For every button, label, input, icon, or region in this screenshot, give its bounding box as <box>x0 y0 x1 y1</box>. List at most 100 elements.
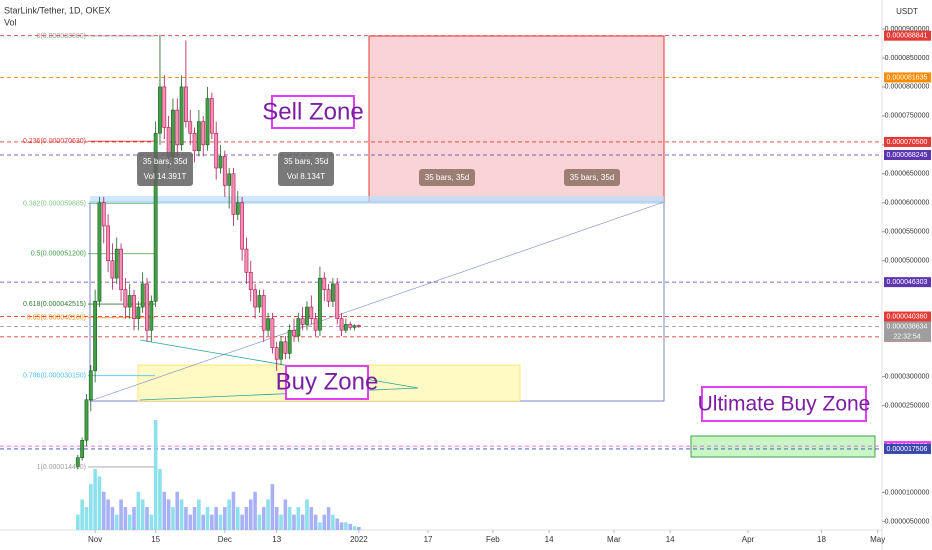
candle-body <box>97 202 102 302</box>
candle-body <box>305 306 309 325</box>
ultimate-buy-zone-box <box>690 435 876 458</box>
candle-body <box>313 318 318 331</box>
price-tag <box>884 277 931 288</box>
candle-body <box>119 248 123 290</box>
fib-label: 0.5(0.000051200) <box>31 251 86 258</box>
price-tag-label: 0.000040360 <box>887 313 928 320</box>
volume-bar <box>244 507 249 530</box>
price-tag-label: 0.000088841 <box>887 33 928 40</box>
measure-label: 35 bars, 35d <box>143 157 187 166</box>
volume-bar <box>322 514 327 530</box>
candle-body <box>309 306 314 319</box>
candle-body <box>140 283 145 308</box>
price-tag-label: 0.000038634 <box>887 323 928 330</box>
volume-bar <box>326 507 331 530</box>
fib-label: 0.786(0.000030150) <box>23 373 86 380</box>
candle-body <box>84 399 89 441</box>
volume-bar <box>205 507 210 530</box>
volume-bar <box>339 522 344 530</box>
trend-line <box>89 201 665 402</box>
measure-label: 35 bars, 35d <box>284 157 328 166</box>
candle-body <box>114 248 119 279</box>
candle-body <box>196 121 201 151</box>
candle-body <box>179 86 184 146</box>
y-unit: USDT <box>896 7 918 16</box>
candle-body <box>106 225 110 262</box>
candle-body <box>222 156 227 186</box>
candle-body <box>153 132 158 302</box>
candle-body <box>101 202 106 227</box>
candle-body <box>162 86 167 128</box>
y-tick-label: 0.0000800000 <box>885 84 930 91</box>
price-tag <box>884 72 931 83</box>
volume-bar <box>106 499 110 530</box>
candle-body <box>214 132 219 169</box>
x-tick-label: 18 <box>817 535 826 544</box>
volume-bar <box>214 507 218 530</box>
volume-bar <box>171 507 175 530</box>
volume-bar <box>197 499 201 530</box>
candle-body <box>279 341 283 360</box>
y-tick-label: 0.0000600000 <box>885 200 930 207</box>
candle-body <box>339 318 344 331</box>
candle-body <box>343 324 348 331</box>
volume-bar <box>145 507 149 530</box>
candle-body <box>80 440 85 458</box>
x-tick-label: 13 <box>272 535 281 544</box>
volume-bar <box>300 514 305 530</box>
volume-bar <box>101 491 106 530</box>
price-tag-label: 0.000068245 <box>887 152 928 159</box>
volume-bar <box>248 499 253 530</box>
candle-body <box>158 86 162 134</box>
volume-bar <box>166 499 171 530</box>
volume-bar <box>352 526 357 530</box>
buy-zone-label: Buy Zone <box>276 368 379 395</box>
candle-body <box>292 329 296 337</box>
candle-body <box>257 295 262 308</box>
resistance-band <box>90 196 664 204</box>
measure-box <box>278 152 334 186</box>
fib-label: 0.236(0.000070630) <box>23 138 86 145</box>
x-tick-label: May <box>870 535 885 544</box>
volume-bar <box>348 523 353 530</box>
candle-body <box>235 202 240 215</box>
fib-label: 0.618(0.000042515) <box>23 301 86 308</box>
volume-bar <box>210 514 214 530</box>
candle-body <box>231 173 236 215</box>
y-tick-label: 0.0000500000 <box>885 258 930 265</box>
volume-bar <box>231 491 236 530</box>
candle-body <box>266 318 270 331</box>
volume-bar <box>88 484 93 530</box>
volume-title: Vol <box>4 17 17 27</box>
y-tick-label: 0.0000100000 <box>885 489 930 496</box>
volume-bar <box>201 514 206 530</box>
volume-bar <box>119 499 123 530</box>
y-tick-label: 0.0000550000 <box>885 229 930 236</box>
label-box <box>285 365 369 400</box>
candle-body <box>248 271 253 290</box>
ultimate-buy-zone-label: Ultimate Buy Zone <box>698 393 871 416</box>
price-tag-label: 0.000017506 <box>887 446 928 453</box>
volume-bar <box>84 507 89 530</box>
volume-bar <box>313 514 318 530</box>
candle-body <box>175 109 180 146</box>
volume-bar <box>188 514 193 530</box>
sell-zone-label: Sell Zone <box>262 98 363 125</box>
price-tag <box>884 136 931 147</box>
volume-bar <box>287 507 292 530</box>
x-tick-label: 14 <box>666 535 675 544</box>
fib-label: 1(0.000014400) <box>37 464 86 471</box>
measure-box <box>564 169 620 186</box>
volume-bar <box>158 468 162 530</box>
price-tag <box>884 311 931 322</box>
x-tick-label: Mar <box>607 535 621 544</box>
volume-bar <box>218 514 223 530</box>
measure-box <box>137 152 193 186</box>
candle-body <box>209 98 214 134</box>
candle-body <box>88 370 93 401</box>
candle-body <box>274 347 279 360</box>
candle-body <box>192 132 197 151</box>
y-tick-label: 0.0000900000 <box>885 26 930 33</box>
volume-bar <box>93 468 97 530</box>
